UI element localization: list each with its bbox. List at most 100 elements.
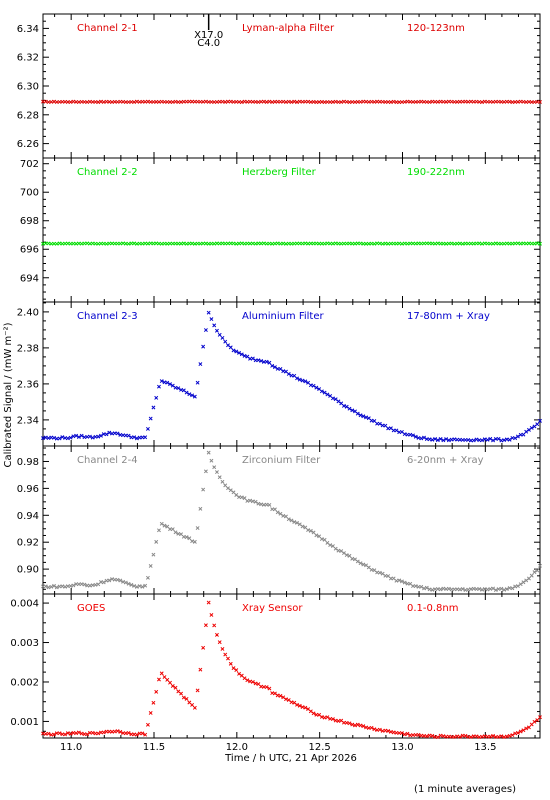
data-point [328,543,333,547]
data-point [474,437,479,442]
panel-label: Channel 2-3 [77,311,138,322]
data-point [344,553,349,557]
data-point [49,584,54,589]
data-point [52,583,56,588]
data-point [148,711,153,715]
data-point [60,584,65,589]
data-point [134,732,139,737]
data-point [154,689,159,694]
data-point [231,666,236,671]
data-point [292,700,297,705]
data-point [201,645,206,650]
data-point [311,383,316,388]
data-point [413,434,418,439]
data-point [206,600,211,605]
data-point [372,241,377,246]
y-tick-label: 6.28 [17,110,39,121]
footnote: (1 minute averages) [414,784,516,795]
data-point [245,678,250,683]
data-point [96,731,101,736]
data-point [173,530,178,535]
data-point [173,685,178,690]
data-point [330,544,335,549]
data-point [358,723,363,728]
data-point [99,433,103,438]
data-point [264,359,269,364]
data-point [491,733,496,738]
data-point [157,677,161,682]
data-point [228,345,233,350]
data-point [165,677,170,682]
data-point [496,734,501,739]
data-point [292,99,297,104]
data-point [372,727,377,732]
data-point [239,673,244,678]
data-point [463,733,468,738]
data-point [198,506,203,511]
data-point [430,437,435,442]
panel-label: Channel 2-4 [77,455,138,466]
data-point [535,241,540,246]
data-point [413,584,418,589]
data-point [239,495,244,500]
data-point [101,730,106,735]
data-point [57,436,62,441]
data-point [438,587,443,592]
data-point [192,539,197,544]
panel-label: 120-123nm [407,23,465,34]
data-point [145,722,150,727]
data-point [527,427,531,432]
data-point [441,438,446,443]
data-point [350,408,355,413]
data-point [272,691,277,696]
data-point [162,523,167,528]
data-point [237,671,241,676]
data-point [234,668,239,673]
data-point [143,435,148,440]
y-tick-label: 0.003 [10,638,39,649]
data-point [314,385,319,390]
data-point [502,438,507,443]
data-point [267,99,272,104]
data-point [391,730,396,735]
panel-label: Channel 2-1 [77,23,138,34]
data-point [168,382,172,387]
data-point [132,241,137,246]
data-point [126,581,131,586]
x-tick-label: 13.5 [474,742,496,753]
data-point [308,383,313,388]
data-point [336,399,341,404]
data-point [214,328,219,333]
data-point [284,514,288,519]
data-point [524,726,529,731]
panel-label: 190-222nm [407,167,465,178]
data-point [256,358,261,363]
data-point [286,517,291,522]
data-point [209,317,214,322]
data-point [538,100,542,104]
data-point [336,548,341,553]
data-point [289,700,294,705]
panel-channel-2-2: 694 696 698 700 702 Channel 2-2 Herzberg Filte… [20,157,542,303]
data-point [242,676,247,681]
data-point [499,586,504,591]
data-point [452,735,457,739]
data-point [187,392,192,397]
data-point [140,584,145,589]
data-point [259,358,264,363]
data-point [377,570,382,575]
data-point [347,721,352,726]
panel-channel-2-1: 6.26 6.28 6.30 6.32 6.34 Channel 2-1 Lyman-alp… [17,13,542,159]
data-point [184,390,189,395]
data-point [145,426,150,431]
data-point [148,416,153,421]
data-point [209,612,214,617]
data-point [496,436,501,441]
data-point [482,586,487,591]
data-point [424,734,429,739]
data-point [212,323,217,328]
data-point [259,502,264,507]
data-point [474,734,479,739]
data-point [422,586,426,591]
data-point [427,437,432,442]
